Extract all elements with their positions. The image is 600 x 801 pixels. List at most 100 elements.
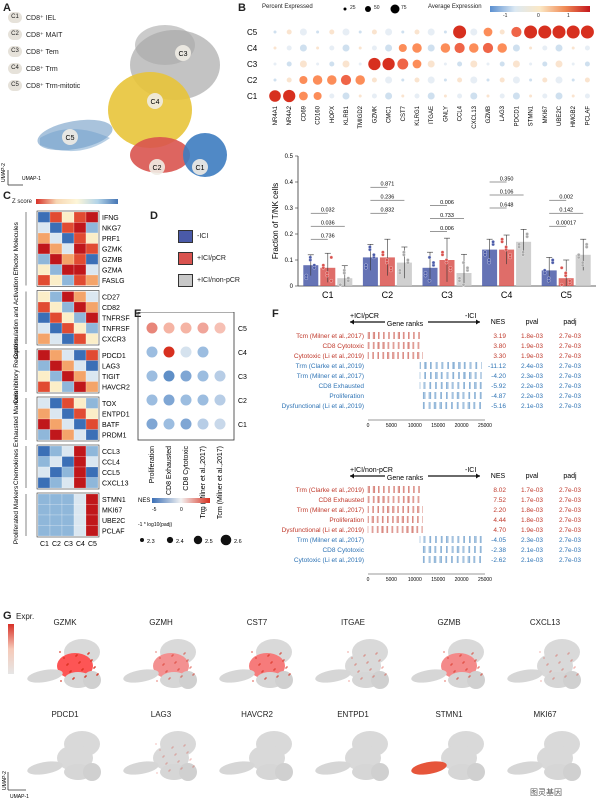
gene-label: ITGAE — [429, 106, 435, 124]
heatmap-cell — [37, 360, 51, 372]
nes-tick: -5 — [152, 507, 157, 513]
cluster-c4-region — [108, 72, 192, 148]
data-point — [329, 255, 334, 260]
heatmap-column-label: C4 — [76, 541, 85, 548]
size-legend-dot — [220, 534, 232, 546]
data-point — [304, 273, 309, 278]
expression-dot — [443, 30, 447, 34]
expression-dot — [443, 94, 447, 98]
heatmap-gene-label: MKI67 — [102, 508, 122, 515]
heatmap-cell — [73, 429, 87, 441]
expression-dot — [371, 45, 377, 51]
x-tick-label: C5 — [560, 290, 572, 300]
nes-plot-frame — [137, 312, 235, 441]
legend-item-c2: C2 CD8⁺ MAIT — [8, 29, 62, 40]
expression-dot — [483, 27, 493, 37]
heatmap-group-frame — [36, 444, 100, 490]
heatmap-cell — [37, 525, 51, 537]
gene-rank-tick-label: 25000 — [478, 423, 492, 429]
heatmap-cell — [85, 397, 99, 409]
heatmap-group-frame — [36, 210, 100, 287]
gene-label: PCLAF — [585, 106, 591, 126]
expression-dot — [385, 44, 393, 52]
heatmap-cell — [61, 360, 75, 372]
expression-dot — [273, 30, 277, 34]
heatmap-group-label: Chemokines — [13, 448, 20, 485]
gsea-padj: 2.7e-03 — [559, 343, 581, 350]
gsea-padj: 2.7e-03 — [559, 547, 581, 554]
expression-dot — [273, 46, 277, 50]
y-tick-label: 0 — [290, 284, 294, 290]
heatmap-group-frame — [36, 396, 100, 442]
legend-text: CD8⁺ IEL — [26, 14, 57, 22]
heatmap-cell — [61, 408, 75, 420]
heatmap-cell — [61, 525, 75, 537]
nes-dot — [214, 322, 226, 334]
size-legend-tick: 2.3 — [147, 539, 155, 545]
cluster-c2-region — [130, 137, 190, 173]
gsea-header: NES — [491, 319, 506, 326]
gene-label: NR4A2 — [287, 105, 293, 125]
heatmap-gene-label: TNFRSF4 — [102, 316, 130, 323]
data-point — [346, 276, 351, 280]
gsea-nes: -2.38 — [491, 547, 506, 554]
gsea-pval: 1.9e-03 — [521, 527, 543, 534]
expression-dot — [512, 92, 520, 100]
expression-dot — [571, 46, 575, 50]
heatmap-cell — [85, 253, 99, 265]
expression-dot — [443, 62, 447, 66]
heatmap-cell — [85, 312, 99, 324]
heatmap-cell — [61, 493, 75, 505]
pvalue-label: 0.032 — [321, 208, 335, 214]
group-legend-item: -ICI — [178, 230, 208, 243]
heatmap-gene-label: IFNG — [102, 215, 119, 222]
heatmap-cell — [37, 493, 51, 505]
gsea-pval: 1.7e-03 — [521, 497, 543, 504]
expression-dot — [555, 76, 563, 84]
expression-dot — [584, 77, 590, 83]
gsea-left-label: +ICI/non-pCR — [350, 467, 393, 474]
expression-dot — [453, 25, 467, 39]
expression-dot — [401, 94, 405, 98]
expression-dot — [486, 62, 490, 66]
gsea-header: pval — [526, 319, 539, 326]
heatmap-cell — [37, 445, 51, 457]
heatmap-cell — [49, 211, 63, 223]
gsea-padj: 2.7e-03 — [559, 497, 581, 504]
heatmap-group-label: Coinhibitory Receptors — [13, 337, 20, 404]
panel-label-c: C — [3, 190, 11, 202]
heatmap-cell — [49, 322, 63, 334]
expression-dot — [538, 25, 552, 39]
nes-dot — [197, 394, 209, 406]
expression-dot — [571, 94, 575, 98]
data-point — [525, 232, 529, 236]
heatmap-cell — [49, 370, 63, 382]
nes-column-label: CD8 Cytotoxic — [183, 446, 190, 491]
nes-dot — [180, 346, 192, 358]
pvalue-label: 0.871 — [381, 182, 395, 188]
gsea-pval: 2.3e-03 — [521, 373, 543, 380]
heatmap-cell — [49, 466, 63, 478]
heatmap-cell — [61, 466, 75, 478]
expression-dot — [358, 46, 362, 50]
heatmap-cell — [85, 243, 99, 255]
expression-dot — [342, 28, 350, 36]
heatmap-cell — [73, 301, 87, 313]
gsea-right-label: -ICI — [465, 313, 476, 320]
pvalue-label: 0.002 — [559, 195, 573, 201]
heatmap-gene-label: CCL4 — [102, 460, 120, 467]
heatmap-cell — [37, 370, 51, 382]
gene-label: UBE2C — [557, 105, 563, 126]
expression-dot — [571, 78, 575, 82]
nes-dot — [214, 394, 226, 406]
feature-umap-gzmh — [123, 639, 197, 689]
expression-dot — [499, 93, 505, 99]
expression-dot — [555, 44, 563, 52]
expression-dot — [299, 75, 308, 85]
expression-dot — [555, 60, 563, 68]
gsea-pval: 1.9e-03 — [521, 343, 543, 350]
gene-label: GZMB — [486, 106, 492, 123]
heatmap-cell — [49, 477, 63, 489]
x-tick-label: C3 — [441, 290, 453, 300]
expression-dot — [316, 30, 320, 34]
